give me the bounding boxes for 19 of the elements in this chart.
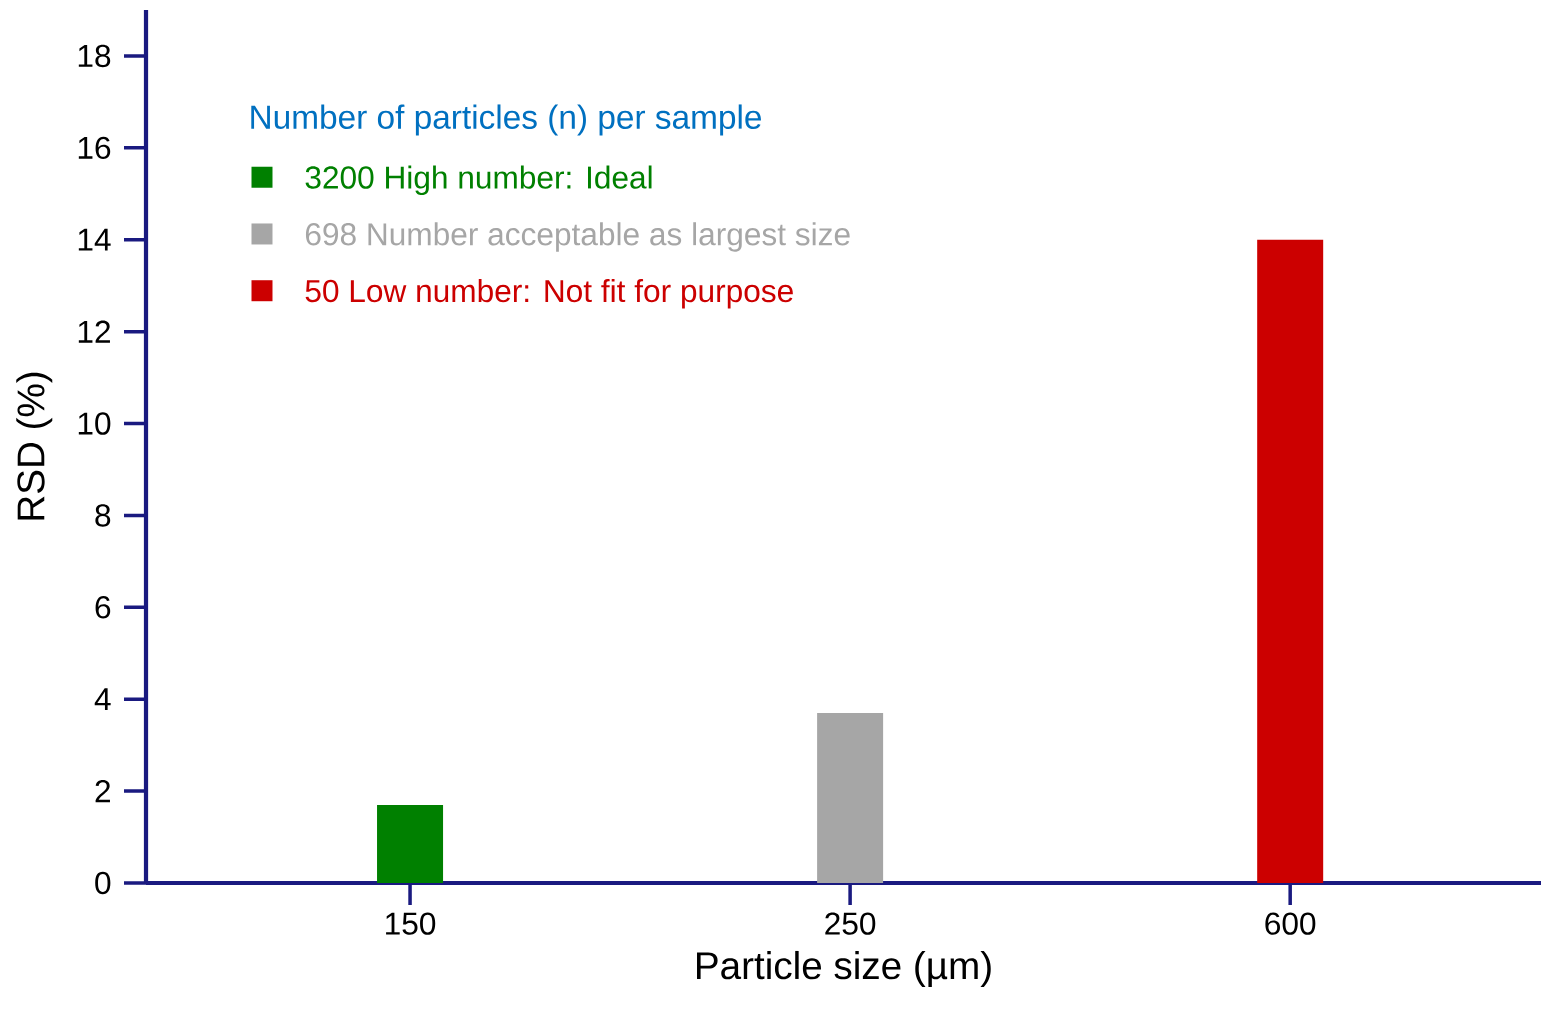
x-tick-label: 150: [386, 912, 436, 935]
legend-label: 50 Low number: Not fit for purpose: [305, 278, 793, 309]
x-axis-title: Particle size (µm): [697, 950, 991, 987]
y-tick-label: 8: [95, 504, 111, 527]
y-tick-label: 0: [95, 871, 111, 895]
legend-title: Number of particles (n) per sample: [251, 104, 761, 136]
y-tick-label: 14: [78, 228, 111, 251]
legend-label: 3200 High number: Ideal: [305, 165, 652, 195]
y-tick-label: 12: [78, 320, 110, 343]
x-tick-label: 600: [1265, 912, 1316, 935]
legend-label: 698 Number acceptable as largest size: [305, 222, 850, 252]
y-tick-label: 4: [94, 688, 111, 711]
y-tick-label: 18: [78, 44, 111, 68]
y-tick-label: 16: [78, 136, 111, 160]
y-tick-label: 2: [95, 780, 110, 803]
y-tick-label: 10: [78, 412, 111, 435]
y-tick-label: 6: [95, 596, 111, 619]
y-axis-title: RSD (%): [16, 372, 53, 520]
x-tick-label: 250: [825, 912, 876, 935]
